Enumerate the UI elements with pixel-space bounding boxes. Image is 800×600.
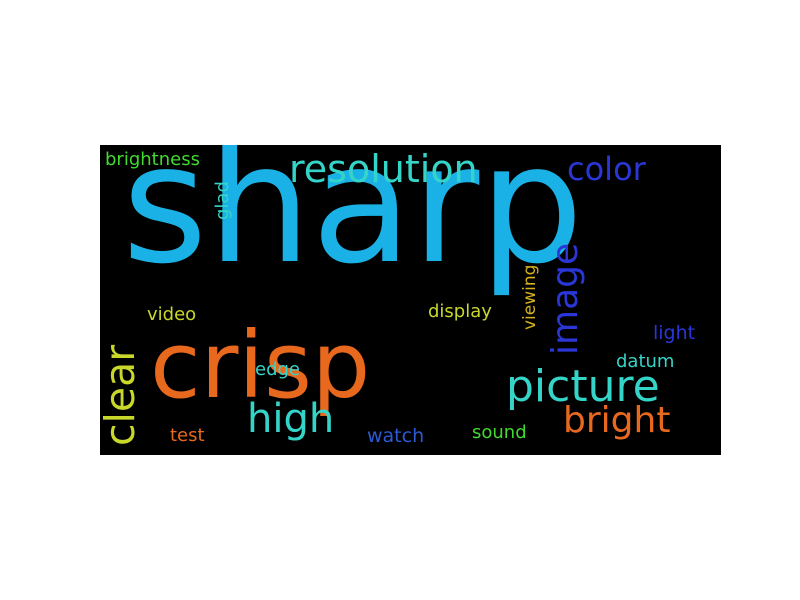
word-display: display bbox=[428, 301, 492, 322]
word-clear: clear bbox=[100, 344, 144, 446]
word-resolution: resolution bbox=[289, 147, 478, 191]
word-viewing: viewing bbox=[520, 264, 540, 330]
word-crisp: crisp bbox=[150, 312, 371, 419]
word-cloud: sharp crisp resolution picture image cle… bbox=[100, 145, 721, 455]
word-datum: datum bbox=[616, 351, 675, 372]
word-glad: glad bbox=[212, 181, 233, 220]
word-video: video bbox=[147, 304, 197, 325]
word-watch: watch bbox=[367, 425, 425, 447]
word-edge: edge bbox=[255, 359, 300, 380]
word-sharp: sharp bbox=[122, 145, 584, 300]
word-image: image bbox=[545, 242, 586, 355]
word-picture: picture bbox=[506, 361, 660, 412]
word-high: high bbox=[247, 396, 335, 442]
word-brightness: brightness bbox=[105, 149, 200, 170]
word-bright: bright bbox=[563, 400, 671, 441]
word-color: color bbox=[567, 150, 646, 188]
word-test: test bbox=[170, 425, 205, 446]
word-light: light bbox=[653, 322, 696, 344]
word-sound: sound bbox=[472, 422, 527, 443]
